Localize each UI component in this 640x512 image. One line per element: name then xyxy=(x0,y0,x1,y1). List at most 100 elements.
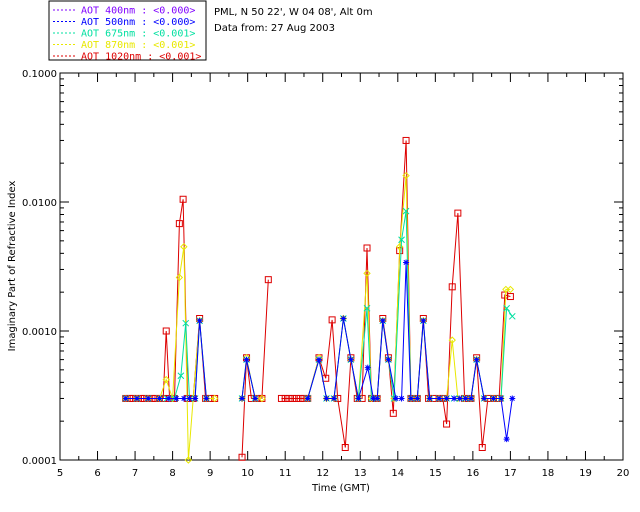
data-point-asterisk xyxy=(165,395,172,402)
x-tick-label: 18 xyxy=(542,468,555,479)
data-point-asterisk xyxy=(330,395,337,402)
site-info: PML, N 50 22', W 04 08', Alt 0m Data from… xyxy=(214,7,373,34)
data-point-asterisk xyxy=(323,395,330,402)
x-tick-label: 5 xyxy=(57,468,63,479)
data-point-asterisk xyxy=(407,395,414,402)
data-point-diamond xyxy=(402,171,410,180)
data-point-cross xyxy=(398,236,405,244)
x-tick-label: 7 xyxy=(132,468,138,479)
x-tick-label: 10 xyxy=(241,468,254,479)
y-tick-label: 0.0010 xyxy=(22,327,57,338)
series-line xyxy=(125,246,215,461)
data-point-cross xyxy=(503,304,511,312)
data-point-square xyxy=(341,443,349,451)
data-point-asterisk xyxy=(186,395,193,402)
data-point-asterisk xyxy=(436,395,443,402)
x-tick-label: 11 xyxy=(279,468,292,479)
data-point-asterisk xyxy=(304,395,311,402)
x-tick-label: 12 xyxy=(316,468,329,479)
x-tick-label: 20 xyxy=(617,468,630,479)
data-point-asterisk xyxy=(370,395,377,402)
data-point-square xyxy=(289,394,297,402)
data-point-diamond xyxy=(506,285,515,294)
data-point-square xyxy=(478,443,486,451)
data-point-square xyxy=(363,244,371,252)
data-point-asterisk xyxy=(420,317,427,324)
data-point-diamond xyxy=(184,456,193,464)
data-point-asterisk xyxy=(379,317,386,324)
legend-label: AOT 675nm : <0.001> xyxy=(81,29,195,40)
data-point-cross xyxy=(177,372,185,380)
data-point-asterisk xyxy=(462,395,469,402)
legend-label: AOT 1020nm : <0.001> xyxy=(81,52,201,63)
y-tick-label: 0.0001 xyxy=(22,456,57,467)
data-point-asterisk xyxy=(473,356,480,363)
data-point-square xyxy=(292,394,300,402)
data-date-text: Data from: 27 Aug 2003 xyxy=(214,23,335,34)
data-point-asterisk xyxy=(347,356,354,363)
data-point-cross xyxy=(402,207,410,215)
series-aot-500nm xyxy=(122,259,516,443)
data-point-asterisk xyxy=(398,395,405,402)
data-point-cross xyxy=(182,319,190,327)
x-tick-label: 6 xyxy=(94,468,100,479)
x-tick-label: 17 xyxy=(504,468,517,479)
data-point-square xyxy=(454,209,462,217)
data-point-asterisk xyxy=(173,395,180,402)
data-point-diamond xyxy=(180,243,188,251)
data-point-diamond xyxy=(448,336,456,344)
x-tick-label: 19 xyxy=(579,468,592,479)
x-tick-label: 8 xyxy=(169,468,175,479)
data-point-asterisk xyxy=(403,259,410,266)
data-point-asterisk xyxy=(456,395,463,402)
data-point-asterisk xyxy=(509,395,516,402)
data-point-asterisk xyxy=(243,356,250,363)
legend-label: AOT 400nm : <0.000> xyxy=(81,6,195,17)
data-point-asterisk xyxy=(503,436,510,443)
data-point-asterisk xyxy=(498,395,505,402)
data-point-asterisk xyxy=(364,364,371,371)
legend: AOT 400nm : <0.000>AOT 500nm : <0.000>AO… xyxy=(48,0,207,63)
x-tick-label: 15 xyxy=(429,468,442,479)
x-tick-label: 16 xyxy=(466,468,479,479)
y-axis-title: Imaginary Part of Refractive Index xyxy=(7,181,18,352)
data-point-square xyxy=(281,394,289,402)
series-aot-1020nm xyxy=(122,136,514,461)
data-point-square xyxy=(328,316,336,324)
series-line xyxy=(125,199,215,399)
data-point-square xyxy=(443,420,451,428)
data-point-square xyxy=(162,327,170,335)
data-point-asterisk xyxy=(355,395,362,402)
data-point-asterisk xyxy=(392,395,399,402)
x-axis-title: Time (GMT) xyxy=(311,483,370,494)
data-point-asterisk xyxy=(467,395,474,402)
y-axis: 0.0001 0.0010 0.0100 0.1000 xyxy=(22,69,623,467)
data-point-asterisk xyxy=(203,395,210,402)
data-point-asterisk xyxy=(196,317,203,324)
data-point-square xyxy=(238,453,246,461)
data-point-diamond xyxy=(175,273,184,282)
legend-label: AOT 870nm : <0.001> xyxy=(81,40,195,51)
data-point-square xyxy=(506,293,514,301)
data-point-asterisk xyxy=(252,395,259,402)
data-point-square xyxy=(277,394,285,402)
data-point-square xyxy=(175,220,183,228)
data-point-asterisk xyxy=(156,395,163,402)
data-point-square xyxy=(179,195,187,203)
data-point-asterisk xyxy=(239,395,246,402)
data-point-asterisk xyxy=(145,395,152,402)
data-point-asterisk xyxy=(490,395,497,402)
series-layer xyxy=(121,136,516,464)
y-tick-label: 0.0100 xyxy=(22,198,57,209)
data-point-asterisk xyxy=(451,395,458,402)
data-point-asterisk xyxy=(180,395,187,402)
data-point-square xyxy=(285,394,293,402)
y-tick-label: 0.1000 xyxy=(22,69,57,80)
x-tick-label: 9 xyxy=(207,468,213,479)
data-point-square xyxy=(264,276,272,284)
data-point-diamond xyxy=(258,394,266,403)
data-point-asterisk xyxy=(122,395,129,402)
data-point-square xyxy=(402,136,410,144)
data-point-asterisk xyxy=(443,395,450,402)
data-point-cross xyxy=(508,312,516,320)
